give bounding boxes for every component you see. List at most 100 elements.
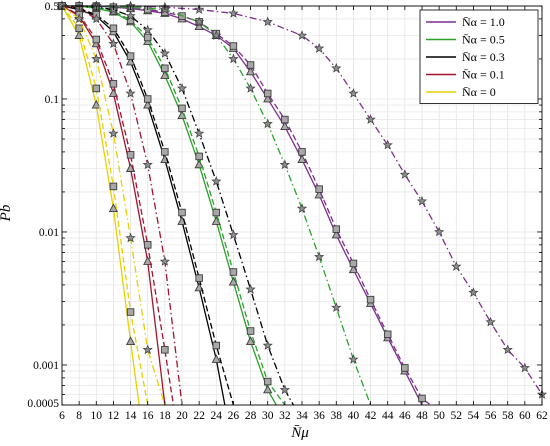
star-marker [365,114,376,124]
x-tick-label: 26 [228,410,240,422]
x-tick-label: 60 [519,410,531,422]
triangle-marker [108,203,119,212]
series-line [61,5,294,406]
star-marker [228,229,239,240]
square-marker [92,35,101,44]
x-tick-label: 30 [262,410,274,422]
star-marker [399,169,410,179]
triangle-marker [263,384,273,394]
star-marker [416,195,428,206]
star-marker [331,62,342,73]
star-marker [228,8,239,18]
star-marker [211,30,222,40]
triangle-marker [160,70,170,79]
series-line [61,5,183,406]
x-axis-label: N̄μ [290,425,309,441]
star-marker [176,83,188,93]
y-tick-label: 0.0005 [27,398,59,410]
y-tick-label: 0.001 [33,360,59,372]
triangle-marker [143,256,153,265]
square-marker [178,208,186,217]
x-tick-label: 14 [125,410,137,422]
triangle-marker [194,21,204,31]
triangle-marker [263,93,273,103]
x-tick-label: 62 [536,410,548,422]
triangle-marker [297,154,307,164]
star-marker [296,203,308,213]
star-marker [296,30,308,40]
star-marker [91,13,102,24]
x-tick-label: 6 [59,410,65,422]
triangle-marker [108,88,119,97]
star-marker [159,48,170,58]
star-marker [211,176,222,186]
star-marker [348,354,359,364]
x-tick-label: 40 [348,410,360,422]
x-tick-label: 10 [91,410,103,422]
star-marker [348,88,359,98]
square-marker [281,115,289,124]
star-marker [262,118,273,129]
star-marker [468,287,479,297]
square-marker [383,330,392,339]
x-tick-label: 48 [416,410,428,422]
square-marker [161,64,169,73]
square-marker [195,152,203,161]
square-marker [126,151,135,159]
star-marker [125,88,136,98]
star-marker [331,302,342,312]
star-marker [108,128,119,138]
square-marker [161,148,169,156]
x-tick-label: 20 [176,410,188,422]
legend-label: N̄α = 0.5 [462,33,505,47]
star-marker [279,159,290,170]
star-marker [314,43,325,53]
y-tick-label: 0.5 [45,1,60,13]
star-marker [314,251,325,262]
square-marker [161,346,169,354]
square-marker [212,341,221,350]
axes: 6 8 10 12 14 16 18 20 22 24 26 28 30 32 34 36 38 40 42 44 46… [27,1,548,422]
square-marker [109,182,118,191]
square-marker [332,225,341,233]
star-marker [74,13,85,24]
star-marker [91,53,102,64]
x-tick-label: 32 [279,410,291,422]
square-marker [263,377,272,386]
x-tick-label: 42 [365,410,377,422]
star-marker [451,261,462,271]
star-marker [142,24,153,35]
star-marker [125,232,136,243]
triangle-marker [143,99,153,109]
x-tick-label: 18 [159,410,171,422]
star-marker [262,340,273,350]
square-marker [143,241,152,249]
triangle-marker [348,264,359,274]
x-tick-label: 52 [451,410,463,422]
x-tick-label: 12 [108,410,120,422]
square-marker [349,259,358,268]
x-tick-label: 24 [211,410,223,422]
triangle-marker [280,121,290,131]
square-marker [92,84,101,93]
star-marker [228,53,239,64]
square-marker [143,95,152,103]
legend-label: N̄α = 1.0 [462,15,505,29]
legend-label: N̄α = 0.3 [462,50,505,64]
square-marker [109,80,118,88]
triangle-marker [211,354,221,363]
x-tick-label: 58 [502,410,514,422]
triangle-marker [194,282,204,292]
legend-label: N̄α = 0 [462,85,496,99]
star-marker [382,139,393,150]
x-tick-label: 8 [76,410,82,422]
square-marker [229,268,238,276]
x-tick-label: 22 [193,410,205,422]
star-marker [194,128,205,138]
x-tick-label: 36 [313,410,325,422]
star-marker [159,256,170,266]
square-marker [126,308,135,316]
star-marker [142,159,153,170]
series-14 [56,0,166,406]
